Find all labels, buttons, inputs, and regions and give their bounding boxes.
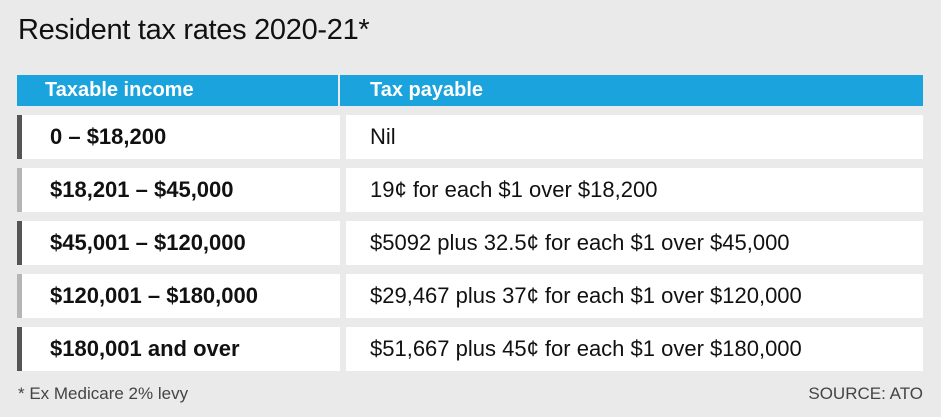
source-credit: SOURCE: ATO — [808, 384, 923, 403]
income-cell: $45,001 – $120,000 — [17, 221, 340, 265]
income-cell: $120,001 – $180,000 — [17, 274, 340, 318]
page-title: Resident tax rates 2020-21* — [18, 14, 370, 46]
income-cell: $180,001 and over — [17, 327, 340, 371]
footnote: * Ex Medicare 2% levy — [18, 384, 189, 403]
table-row: $120,001 – $180,000 $29,467 plus 37¢ for… — [17, 274, 923, 318]
income-cell: $18,201 – $45,000 — [17, 168, 340, 212]
tax-cell: 19¢ for each $1 over $18,200 — [346, 168, 923, 212]
table-row: $45,001 – $120,000 $5092 plus 32.5¢ for … — [17, 221, 923, 265]
tax-rates-table: Taxable income Tax payable 0 – $18,200 N… — [17, 75, 923, 371]
table-header-row: Taxable income Tax payable — [17, 75, 923, 106]
tax-cell: $51,667 plus 45¢ for each $1 over $180,0… — [346, 327, 923, 371]
header-tax-payable: Tax payable — [370, 79, 484, 101]
tax-cell: $5092 plus 32.5¢ for each $1 over $45,00… — [346, 221, 923, 265]
header-taxable-income: Taxable income — [17, 75, 340, 106]
tax-cell: Nil — [346, 115, 923, 159]
income-cell: 0 – $18,200 — [17, 115, 340, 159]
table-row: $18,201 – $45,000 19¢ for each $1 over $… — [17, 168, 923, 212]
table-row: 0 – $18,200 Nil — [17, 115, 923, 159]
table-row: $180,001 and over $51,667 plus 45¢ for e… — [17, 327, 923, 371]
tax-cell: $29,467 plus 37¢ for each $1 over $120,0… — [346, 274, 923, 318]
